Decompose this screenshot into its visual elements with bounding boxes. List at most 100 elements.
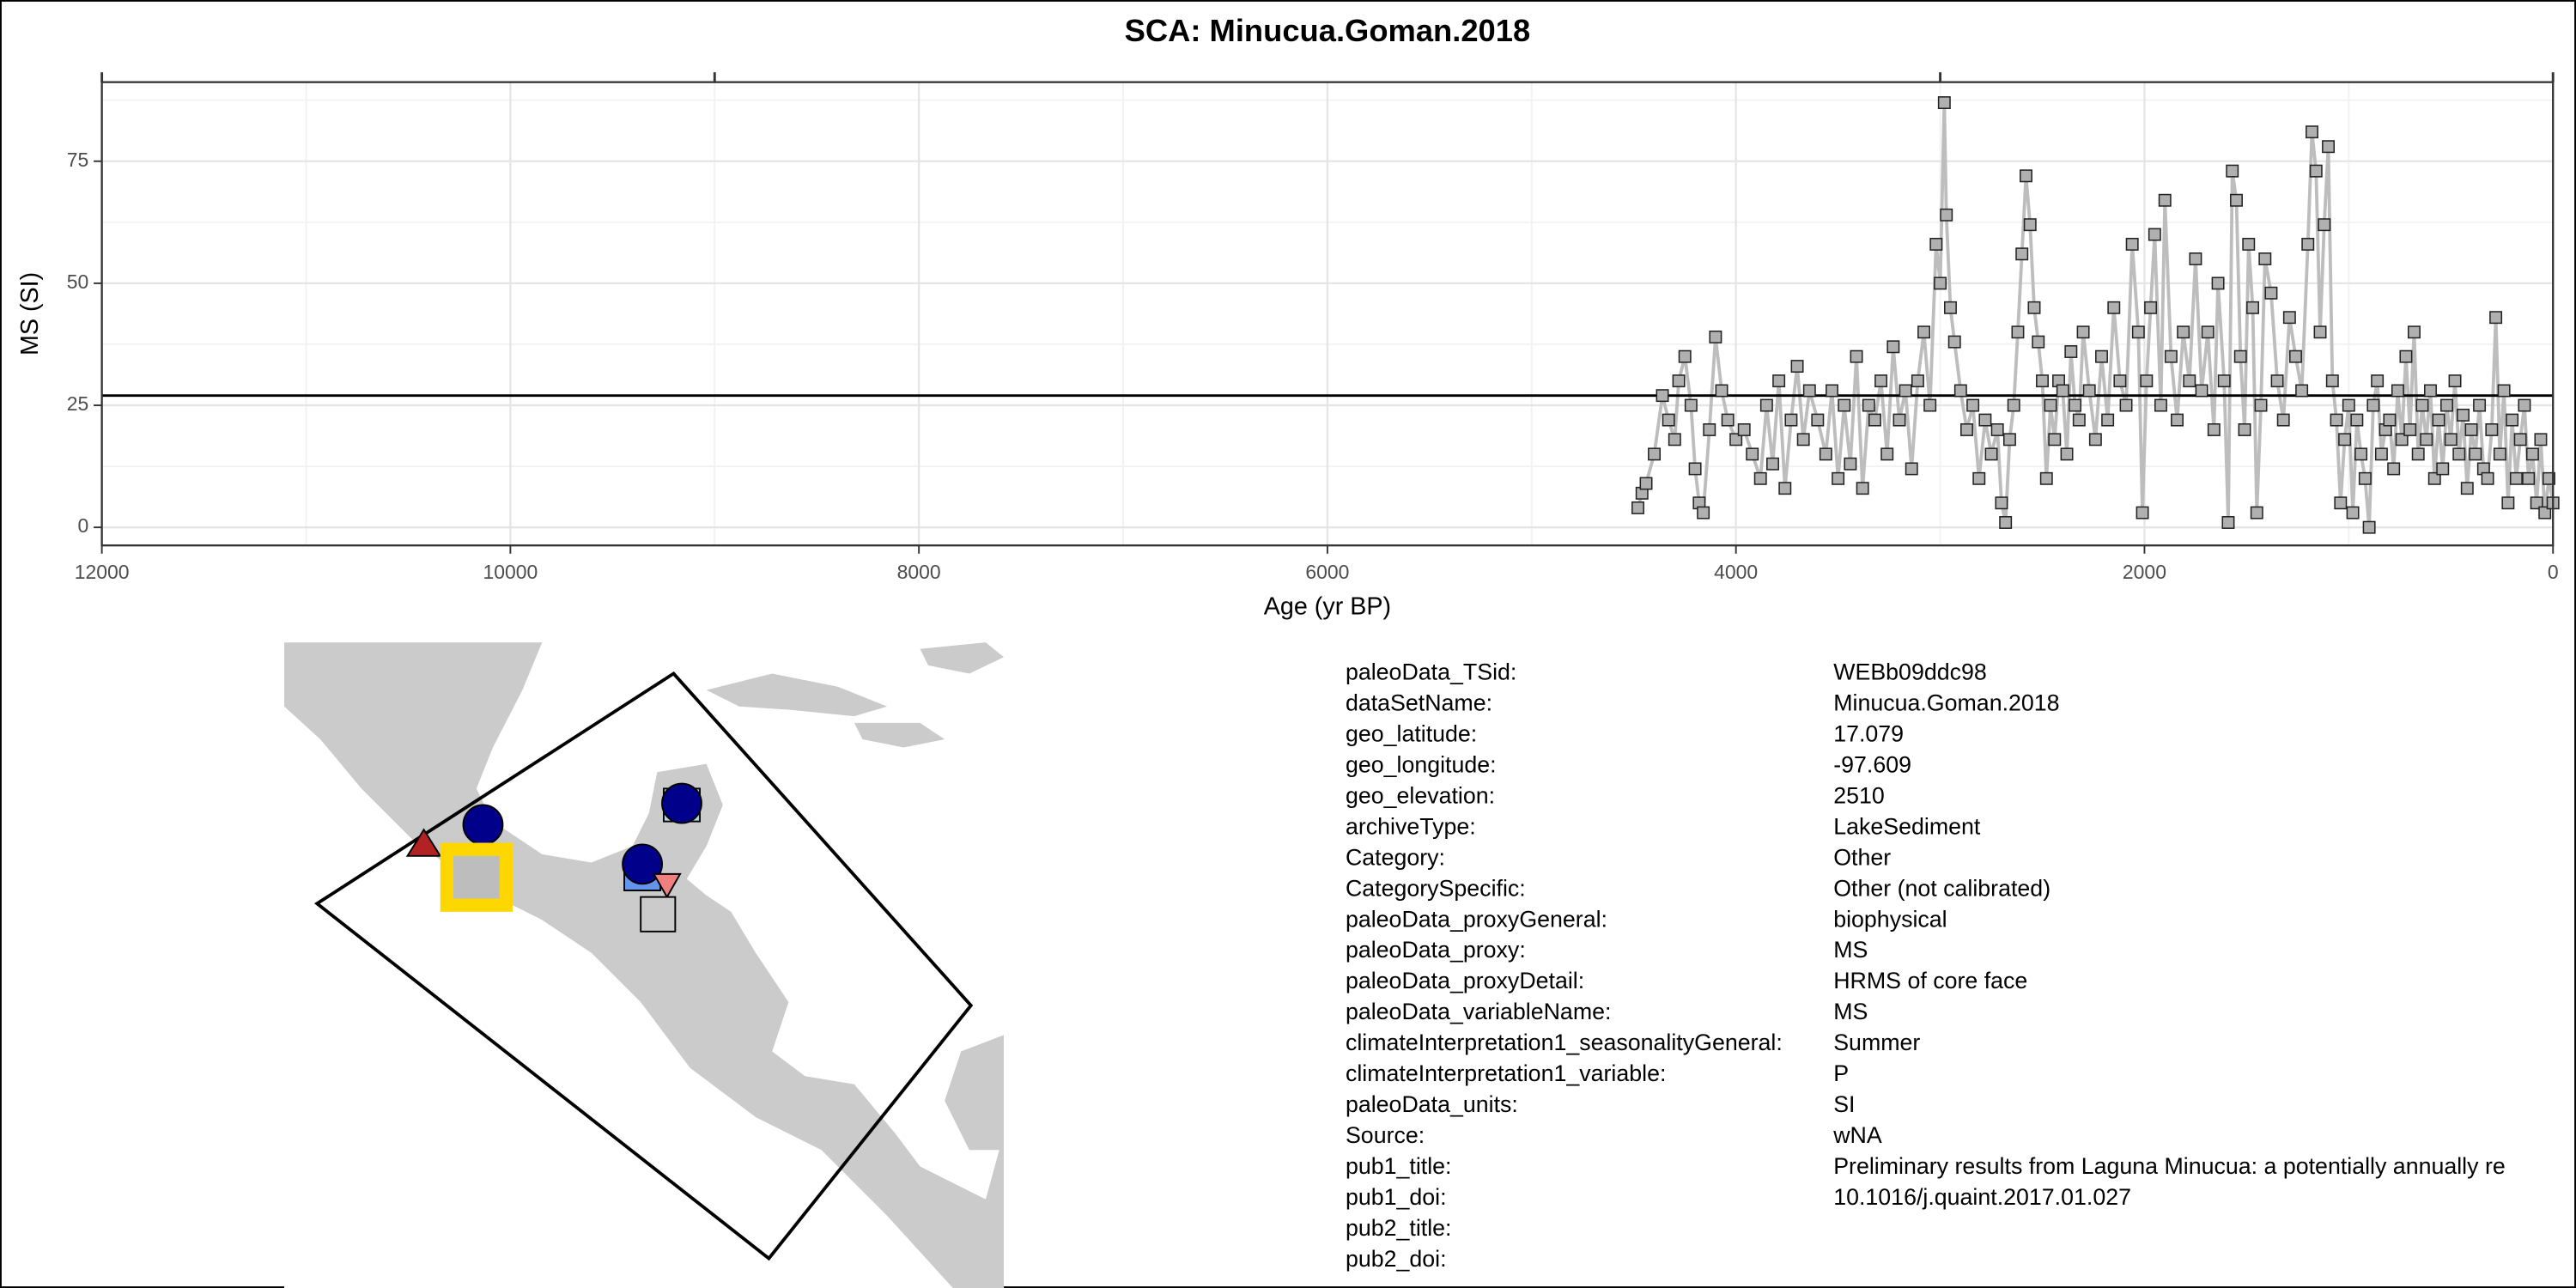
data-point [1978, 413, 1992, 427]
data-point [2440, 398, 2453, 412]
data-point [2330, 413, 2343, 427]
data-point [1656, 389, 1669, 403]
data-point [1934, 276, 1947, 290]
data-point [1862, 398, 1875, 412]
data-point [2501, 496, 2515, 510]
data-point [2342, 398, 2355, 412]
data-point [2238, 422, 2251, 436]
land-cuba [706, 673, 888, 717]
data-point [2230, 193, 2243, 207]
data-point [2082, 384, 2096, 398]
data-point [2064, 345, 2078, 358]
data-point [2069, 398, 2082, 412]
data-point [2525, 447, 2539, 461]
data-point [2334, 496, 2348, 510]
data-point [1899, 384, 1912, 398]
data-point [2233, 349, 2247, 363]
data-point [1937, 96, 1951, 110]
data-point [2254, 398, 2268, 412]
data-point [2387, 462, 2401, 476]
data-point [2538, 506, 2552, 519]
land-south-america [945, 1035, 1005, 1151]
metadata-value: 2510 [1833, 782, 1885, 808]
data-point [1995, 496, 2008, 510]
data-point [2313, 325, 2327, 339]
land-hispaniola [854, 722, 945, 748]
data-point [1772, 374, 1786, 388]
data-point [1672, 374, 1686, 388]
data-point [1790, 360, 1804, 374]
data-point [2136, 506, 2149, 519]
site-marker [652, 872, 682, 899]
data-point [2007, 398, 2020, 412]
data-point [1947, 335, 1961, 349]
data-point [1639, 477, 1653, 490]
data-point [1648, 447, 1661, 461]
data-point [2177, 325, 2190, 339]
data-point [2522, 471, 2536, 485]
site-marker [622, 843, 664, 885]
data-point [1703, 422, 1716, 436]
data-point [1940, 208, 1953, 222]
data-point [2322, 140, 2336, 154]
data-point [1929, 237, 1943, 251]
data-point [2444, 433, 2458, 447]
data-point [1766, 457, 1779, 471]
data-point [2154, 398, 2167, 412]
metadata-key: geo_elevation: [1346, 782, 1495, 808]
data-point [2158, 193, 2172, 207]
data-point [2039, 471, 2053, 485]
data-point [2325, 374, 2339, 388]
metadata-value: 17.079 [1833, 720, 1904, 746]
data-point [1984, 447, 1998, 461]
metadata-value: wNA [1832, 1122, 1882, 1148]
data-point [2399, 349, 2413, 363]
data-point [1856, 482, 1869, 495]
metadata-key: pub2_title: [1346, 1215, 1452, 1241]
metadata-key: Category: [1346, 844, 1445, 870]
data-point [2427, 471, 2441, 485]
data-point [1874, 374, 1888, 388]
data-point [1844, 457, 1857, 471]
data-point [2534, 433, 2548, 447]
data-point [2076, 325, 2090, 339]
land-mainland [283, 642, 1005, 1288]
metadata-key: geo_longitude: [1346, 751, 1497, 777]
data-point [2044, 398, 2057, 412]
data-point [2171, 413, 2184, 427]
data-point [2101, 413, 2115, 427]
data-point [2509, 471, 2523, 485]
data-point [1721, 413, 1735, 427]
metadata-value: biophysical [1833, 906, 1947, 932]
data-point [2189, 252, 2202, 265]
data-point [2485, 422, 2499, 436]
data-point [2497, 384, 2511, 398]
metadata-value: WEBb09ddc98 [1833, 659, 1987, 685]
data-point [1960, 422, 1973, 436]
data-point [1759, 398, 1773, 412]
data-point [2493, 447, 2506, 461]
metadata-key: climateInterpretation1_seasonalityGenera… [1346, 1030, 1783, 1055]
metadata-value: MS [1833, 999, 1868, 1024]
data-point [2506, 413, 2519, 427]
x-tick-label: 8000 [897, 561, 941, 583]
metadata-key: Source: [1346, 1122, 1425, 1148]
metadata-key: paleoData_proxyDetail: [1346, 968, 1584, 993]
chart-title: SCA: Minucua.Goman.2018 [1125, 13, 1531, 48]
data-point [2246, 301, 2259, 314]
data-point [2358, 471, 2372, 485]
data-point [2452, 447, 2466, 461]
data-point [1715, 384, 1728, 398]
data-point [2383, 413, 2397, 427]
x-tick-label: 4000 [1714, 561, 1758, 583]
data-point [2226, 164, 2239, 178]
metadata-key: pub1_doi: [1346, 1184, 1447, 1210]
data-point [1684, 398, 1698, 412]
data-point [2264, 286, 2278, 300]
data-point [2217, 374, 2231, 388]
data-point [1631, 501, 1644, 514]
data-point [1811, 413, 1825, 427]
data-point [1880, 447, 1894, 461]
data-point [1709, 330, 1722, 343]
y-tick-label: 50 [67, 270, 89, 293]
